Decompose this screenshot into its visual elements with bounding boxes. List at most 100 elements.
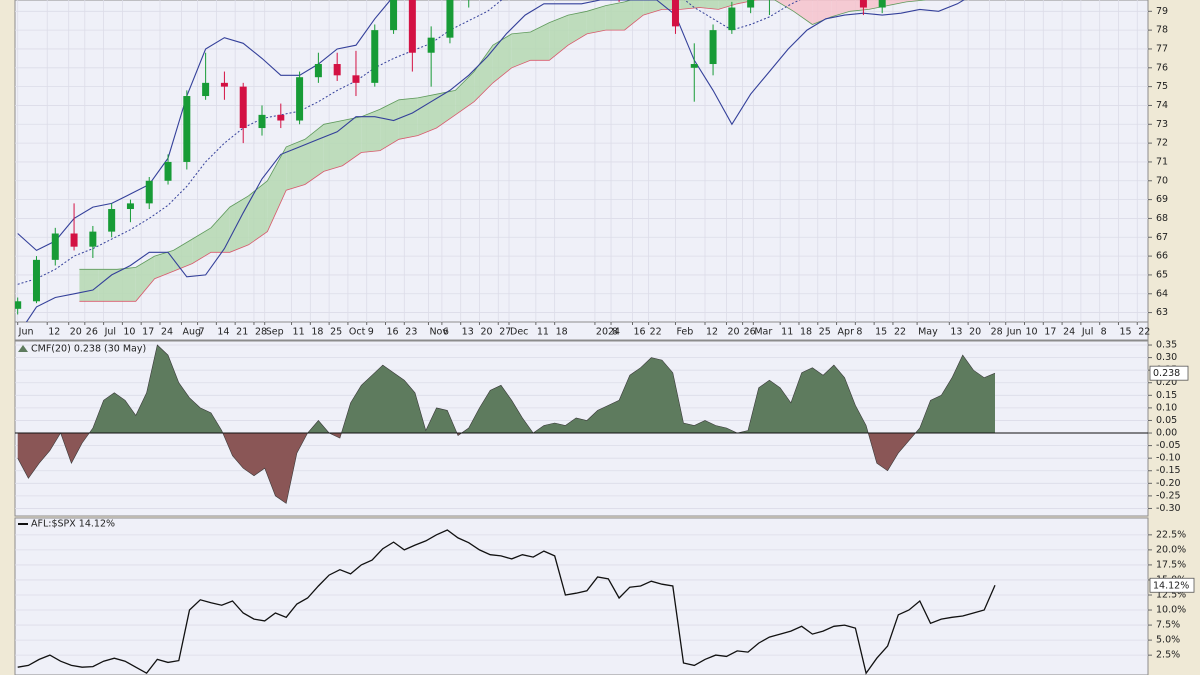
candle-body [859, 0, 867, 8]
x-tick-label: 23 [405, 327, 417, 338]
cloud-fill [887, 0, 907, 6]
x-tick-label: 26 [744, 327, 756, 338]
y-tick-label: 75 [1156, 81, 1168, 92]
x-tick-label: 6 [443, 327, 449, 338]
candle-body [277, 114, 285, 121]
y-tick-label: 22.5% [1156, 529, 1186, 540]
y-tick-label: 79 [1156, 6, 1168, 17]
x-tick-label: 11 [537, 327, 549, 338]
candle-body [145, 180, 153, 204]
cloud-fill [643, 0, 662, 16]
cloud-fill [267, 146, 287, 232]
ratio-line [17, 529, 996, 675]
y-tick-label: 0.10 [1156, 402, 1177, 413]
y-tick-label: 78 [1156, 25, 1168, 36]
cloud-fill [624, 0, 644, 31]
x-tick-label: 27 [499, 327, 511, 338]
bollinger-band [17, 0, 392, 252]
candle-body [239, 86, 247, 129]
cloud-fill [286, 139, 305, 191]
cloud-fill [511, 32, 531, 68]
y-tick-label: 17.5% [1156, 559, 1186, 570]
y-tick-label: 0.30 [1156, 352, 1177, 363]
x-tick-label: 20 [480, 327, 492, 338]
candle-body [108, 209, 116, 232]
candle-body [371, 30, 379, 83]
x-tick-label: Nov [429, 327, 448, 338]
x-tick-label: 17 [1044, 327, 1056, 338]
x-tick-label: Sep [266, 327, 284, 338]
x-tick-label: 28 [255, 327, 267, 338]
y-tick-label: 0.15 [1156, 390, 1177, 401]
candle-body [258, 114, 266, 129]
panel-background [14, 517, 1149, 675]
candle-body [690, 64, 698, 68]
x-tick-label: 15 [875, 327, 887, 338]
cloud-fill [568, 11, 587, 46]
candle-body [183, 96, 191, 162]
x-tick-label: 18 [800, 327, 812, 338]
candle-body [747, 0, 755, 8]
x-tick-label: Aug [182, 327, 201, 338]
cloud-fill [398, 97, 418, 140]
x-tick-label: 8 [612, 327, 618, 338]
candle-body [446, 0, 454, 38]
x-tick-label: Apr [838, 327, 855, 338]
cloud-span-b [79, 0, 759, 302]
candle-body [51, 233, 59, 260]
x-tick-label: 9 [368, 327, 374, 338]
y-tick-label: -0.20 [1156, 478, 1181, 489]
x-tick-label: 13 [462, 327, 474, 338]
plot-area [15, 529, 1148, 675]
value-tag [1149, 365, 1189, 381]
y-tick-label: 0.00 [1156, 428, 1177, 439]
area-positive [60, 345, 995, 434]
x-tick-label: 17 [142, 327, 154, 338]
cloud-fill [173, 239, 193, 272]
value-tag [1149, 577, 1195, 593]
candle-body [878, 0, 886, 8]
candle-body [202, 82, 210, 97]
y-tick-label: 63 [1156, 307, 1168, 318]
x-tick-label: Jun [18, 327, 34, 338]
x-tick-label: 14 [217, 327, 229, 338]
cloud-fill [530, 22, 550, 61]
x-tick-label: Oct [349, 327, 366, 338]
y-tick-label: 76 [1156, 62, 1168, 73]
legend-icon [18, 345, 28, 352]
x-tick-label: 18 [556, 327, 568, 338]
y-tick-label: 72 [1156, 138, 1168, 149]
plot-area [15, 0, 1148, 322]
cloud-fill [417, 94, 437, 136]
y-tick-label: 65 [1156, 269, 1168, 280]
value-tag-label: 0.238 [1153, 368, 1180, 379]
x-tick-label: 10 [1025, 327, 1037, 338]
x-tick-label: 11 [781, 327, 793, 338]
candle-body [427, 37, 435, 53]
x-tick-label: 20 [969, 327, 981, 338]
x-tick-label: Jul [1081, 327, 1093, 338]
y-tick-label: 70 [1156, 175, 1168, 186]
candle-body [70, 233, 78, 247]
x-tick-label: 21 [236, 327, 248, 338]
cloud-fill [248, 180, 268, 245]
cloud-fill [793, 0, 813, 25]
x-tick-label: 13 [950, 327, 962, 338]
x-tick-label: Dec [510, 327, 528, 338]
x-tick-label: 26 [86, 327, 98, 338]
bollinger-middle [17, 0, 801, 285]
x-tick-label: 11 [293, 327, 305, 338]
x-tick-label: 7 [199, 327, 205, 338]
x-tick-label: Feb [676, 327, 693, 338]
cloud-fill [361, 109, 381, 153]
x-tick-label: Mar [754, 327, 772, 338]
panel-background [14, 0, 1149, 341]
cloud-fill [229, 195, 249, 253]
x-tick-label: 20 [70, 327, 82, 338]
candle-body [390, 0, 398, 31]
bollinger-band [25, 0, 965, 322]
x-tick-label: 8 [856, 327, 862, 338]
cloud-fill [211, 207, 230, 253]
